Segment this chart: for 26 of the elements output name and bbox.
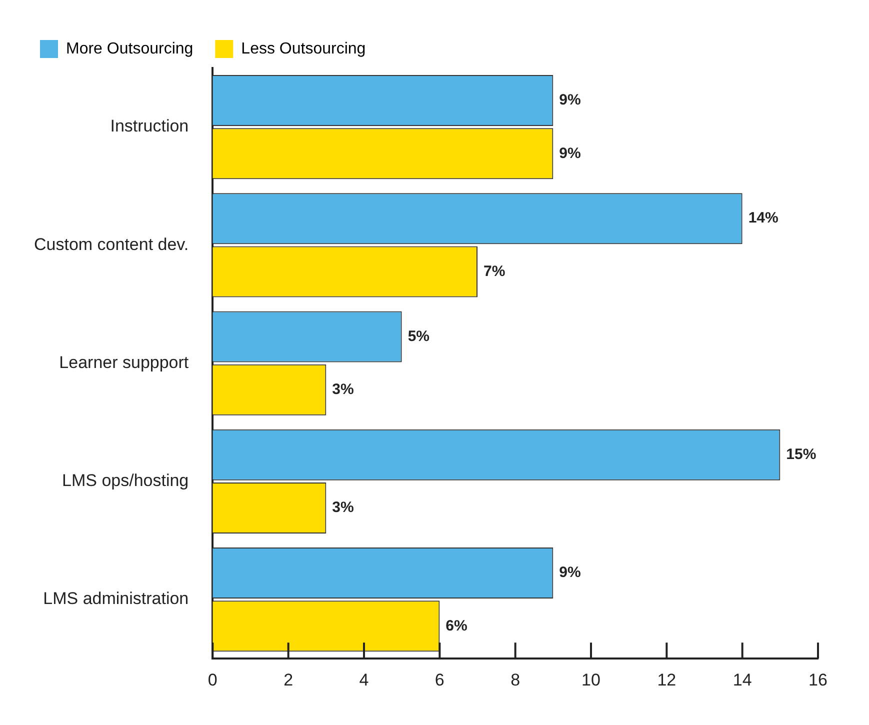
data-label: 5% bbox=[408, 328, 430, 345]
legend-label: Less Outsourcing bbox=[241, 40, 366, 58]
data-label: 6% bbox=[446, 617, 468, 634]
x-tick-label: 14 bbox=[732, 670, 752, 690]
data-label: 9% bbox=[559, 564, 581, 582]
x-tick-label: 6 bbox=[434, 670, 444, 690]
data-label: 3% bbox=[332, 381, 354, 398]
x-tick-label: 2 bbox=[284, 670, 294, 690]
data-label: 14% bbox=[748, 210, 778, 227]
y-tick-label: Instruction bbox=[110, 116, 189, 136]
x-tick-label: 12 bbox=[657, 670, 676, 690]
x-tick-label: 8 bbox=[510, 670, 520, 690]
data-label: 3% bbox=[332, 499, 354, 516]
x-tick-label: 0 bbox=[208, 670, 218, 690]
data-label: 7% bbox=[483, 262, 506, 280]
x-tick-label: 4 bbox=[359, 670, 369, 690]
y-tick-label: Custom content dev. bbox=[34, 234, 189, 254]
legend-label: More Outsourcing bbox=[66, 40, 194, 58]
y-tick-label: Learner suppport bbox=[59, 352, 189, 372]
x-tick-label: 16 bbox=[808, 670, 828, 690]
data-label: 9% bbox=[559, 92, 581, 109]
y-tick-label: LMS administration bbox=[43, 589, 189, 608]
y-tick-label: LMS ops/hosting bbox=[62, 471, 189, 490]
x-tick-label: 10 bbox=[582, 670, 600, 690]
data-label: 15% bbox=[786, 446, 816, 463]
data-label: 9% bbox=[559, 144, 581, 162]
